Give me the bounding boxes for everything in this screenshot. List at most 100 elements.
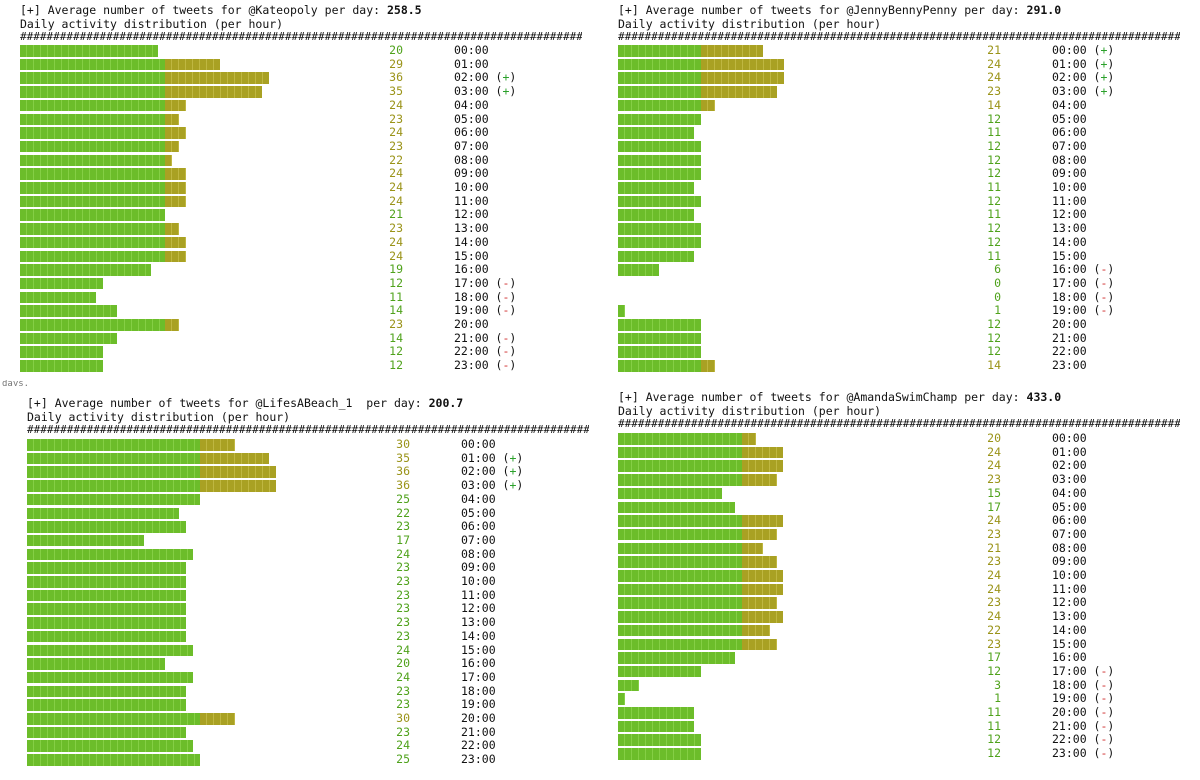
activity-bar <box>27 452 269 465</box>
activity-bar <box>20 195 186 208</box>
bar-segment-base <box>27 644 193 656</box>
hour-time: 21:00 <box>454 330 489 345</box>
tweet-count: 24 <box>389 166 403 181</box>
minus-marker: - <box>1100 677 1108 692</box>
hour-time: 18:00 <box>1052 677 1087 692</box>
bar-segment-base <box>20 45 158 57</box>
hour-time: 09:00 <box>461 560 496 575</box>
hour-time: 16:00 <box>1052 262 1087 277</box>
bar-segment-excess <box>165 113 179 125</box>
bar-segment-excess <box>742 474 777 486</box>
hour-time: 14:00 <box>461 628 496 643</box>
hour-row: 25 23:00 <box>27 752 607 767</box>
hour-time: 22:00 <box>461 738 496 753</box>
activity-bar <box>618 748 701 760</box>
hour-row: 23 03:00 (+) <box>618 84 1198 99</box>
hour-row: 20 16:00 <box>27 656 607 671</box>
hour-time: 00:00 <box>1052 431 1087 445</box>
hour-time: 10:00 <box>461 574 496 588</box>
tweet-count: 12 <box>389 275 403 290</box>
hour-row: 30 20:00 <box>27 711 607 726</box>
tweet-count: 19 <box>389 262 403 277</box>
activity-marker: (-) <box>488 303 517 318</box>
hour-label: 01:00 (+) <box>1052 57 1114 72</box>
hour-label: 00:00 <box>454 43 489 58</box>
activity-bar <box>20 250 186 262</box>
hour-row: 6 16:00 (-) <box>618 262 1198 277</box>
tweet-count: 35 <box>389 84 403 99</box>
minus-marker: - <box>1100 732 1108 747</box>
username: @AmandaSwimChamp <box>846 390 958 404</box>
hour-time: 11:00 <box>1052 581 1087 596</box>
bar-segment-base <box>27 740 193 752</box>
bar-segment-excess <box>742 542 763 555</box>
bar-segment-base <box>27 562 186 574</box>
tweet-count: 24 <box>389 248 403 263</box>
bar-segment-base <box>618 305 625 317</box>
bar-segment-base <box>27 507 179 519</box>
hour-label: 03:00 (+) <box>461 478 523 493</box>
tweet-count: 0 <box>994 275 1001 290</box>
tweet-count: 23 <box>396 683 410 698</box>
hour-label: 16:00 <box>454 262 489 277</box>
activity-bar <box>20 99 186 112</box>
activity-marker: (-) <box>488 289 517 304</box>
hour-label: 02:00 <box>1052 459 1087 473</box>
hour-time: 19:00 <box>1052 303 1087 318</box>
tweet-count: 0 <box>994 289 1001 304</box>
activity-bar <box>27 521 186 533</box>
activity-marker: (-) <box>488 275 517 290</box>
bar-segment-base <box>20 250 165 262</box>
tweet-count: 12 <box>987 317 1001 331</box>
hour-label: 13:00 <box>461 615 496 630</box>
hour-label: 00:00 <box>461 437 496 452</box>
hour-time: 09:00 <box>1052 554 1087 569</box>
bar-segment-base <box>618 446 742 459</box>
hour-label: 18:00 (-) <box>1052 290 1114 305</box>
hour-time: 01:00 <box>1052 444 1087 459</box>
tweet-count: 11 <box>987 207 1001 222</box>
activity-bar <box>618 127 694 139</box>
per-day-label: per day: <box>957 3 1027 17</box>
hour-label: 13:00 <box>454 221 489 236</box>
hour-time: 22:00 <box>1052 732 1087 747</box>
hour-label: 10:00 <box>454 180 489 195</box>
activity-bar <box>618 236 701 249</box>
bar-segment-excess <box>165 195 186 208</box>
hour-label: 14:00 <box>1052 235 1087 250</box>
hour-label: 17:00 <box>461 670 496 685</box>
tweet-count: 23 <box>396 724 410 739</box>
tweet-count: 24 <box>396 546 410 561</box>
activity-marker: (-) <box>1086 677 1115 692</box>
tweet-count: 22 <box>987 622 1001 637</box>
hour-row: 24 15:00 <box>20 248 600 264</box>
hour-time: 13:00 <box>1052 609 1087 624</box>
bar-segment-excess <box>742 611 783 623</box>
average-per-day: 200.7 <box>428 396 464 410</box>
hour-label: 05:00 <box>1052 112 1087 127</box>
activity-bar <box>618 474 777 486</box>
hour-row: 24 02:00 (+) <box>618 71 1198 85</box>
hour-row: 12 13:00 <box>618 221 1198 236</box>
panel-subtitle: Daily activity distribution (per hour) <box>618 17 882 31</box>
tweet-count: 12 <box>987 138 1001 153</box>
activity-marker: (-) <box>1086 275 1115 290</box>
hour-label: 15:00 <box>454 249 489 264</box>
hour-label: 11:00 <box>461 588 496 603</box>
hour-label: 17:00 (-) <box>454 275 517 291</box>
bar-segment-excess <box>701 58 784 71</box>
tweet-count: 21 <box>987 43 1001 57</box>
bar-segment-base <box>20 182 165 194</box>
tweet-count: 23 <box>396 615 410 630</box>
average-per-day: 433.0 <box>1026 390 1062 404</box>
tweet-count: 12 <box>987 152 1001 167</box>
activity-bar <box>20 45 158 57</box>
bar-segment-base <box>27 521 186 533</box>
hour-time: 18:00 <box>461 683 496 698</box>
bar-segment-base <box>618 45 701 57</box>
hour-row: 24 15:00 <box>27 643 607 658</box>
bar-segment-excess <box>742 528 777 541</box>
hour-row: 22 08:00 <box>20 153 600 168</box>
plus-marker: + <box>509 464 517 479</box>
activity-bar <box>618 515 783 527</box>
